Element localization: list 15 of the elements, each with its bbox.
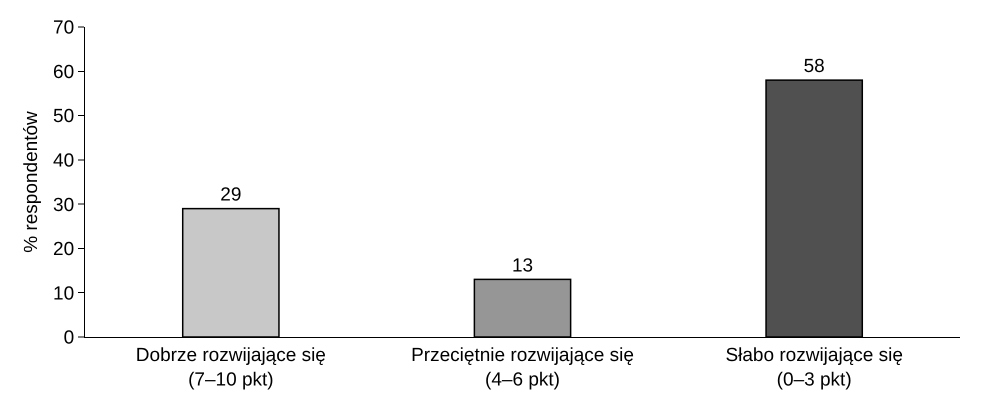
y-tick-label: 10: [53, 283, 74, 304]
y-tick-label: 20: [53, 239, 74, 260]
data-label: 29: [220, 184, 242, 206]
y-tick-label: 0: [64, 328, 74, 349]
y-axis-title: % respondentów: [20, 110, 42, 253]
data-label: 13: [512, 255, 534, 276]
y-tick-label: 30: [53, 194, 74, 216]
x-tick-label: Słabo rozwijające się (0–3 pkt): [725, 344, 903, 390]
x-tick-label: Przeciętnie rozwijające się (4–6 pkt): [411, 344, 634, 390]
y-tick-label: 40: [53, 150, 74, 172]
y-tick-label: 60: [53, 62, 74, 83]
x-tick-label: Dobrze rozwijające się (7–10 pkt): [136, 344, 326, 390]
y-tick-label: 70: [53, 18, 74, 39]
data-label: 58: [804, 56, 825, 78]
y-tick-label: 50: [53, 106, 74, 128]
